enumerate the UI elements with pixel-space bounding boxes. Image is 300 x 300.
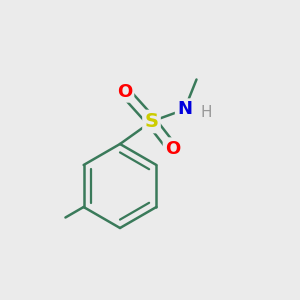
Text: O: O	[117, 82, 132, 100]
Text: O: O	[165, 140, 180, 158]
Text: N: N	[177, 100, 192, 118]
Text: S: S	[145, 112, 158, 131]
Text: H: H	[200, 105, 212, 120]
